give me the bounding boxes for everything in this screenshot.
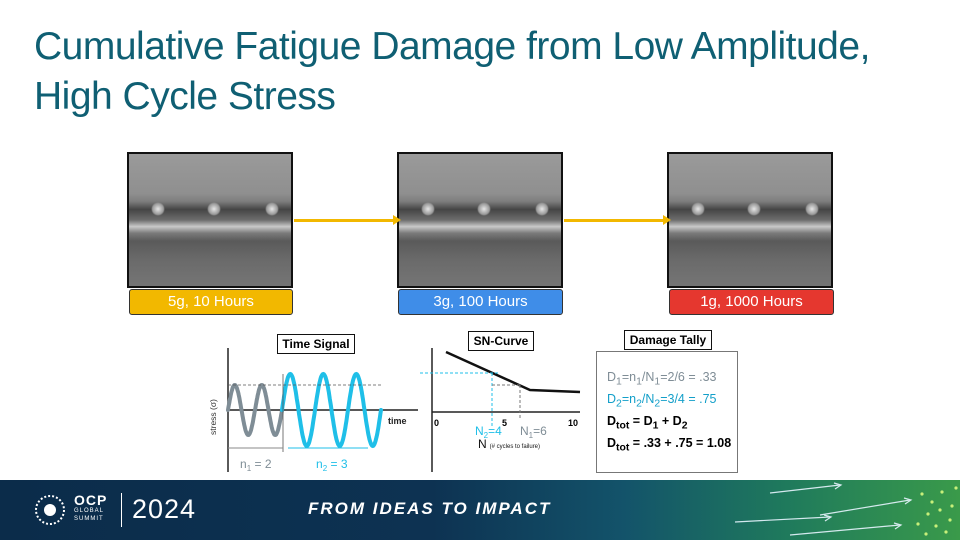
footer-divider	[121, 493, 122, 527]
n1-label: n1 = 2	[240, 457, 272, 473]
sn-tick-10: 10	[568, 418, 578, 428]
time-signal-plot: stress (σ) time n1 = 2 n2 = 3	[208, 348, 418, 473]
sn-tick-5: 5	[502, 418, 507, 428]
ocp-logo-icon	[35, 495, 65, 525]
d2-equation: D2=n2/N2=3/4 = .75	[607, 392, 717, 410]
n2-label: n2 = 3	[316, 457, 348, 473]
n-axis-label: N (# cycles to failure)	[478, 437, 540, 451]
stage-photo-3	[667, 152, 833, 288]
sn-curve-label: SN-Curve	[468, 331, 534, 351]
d1-equation: D1=n1/N1=2/6 = .33	[607, 370, 717, 388]
progress-arrow-2	[564, 215, 671, 225]
stage-photo-1	[127, 152, 293, 288]
n2-failure-label: N2=4	[475, 424, 502, 440]
brand-word: OCP	[74, 492, 108, 508]
stage-label-2: 3g, 100 Hours	[398, 289, 563, 315]
damage-tally-label: Damage Tally	[624, 330, 712, 350]
sn-tick-0: 0	[434, 418, 439, 428]
stage-photo-2	[397, 152, 563, 288]
n1-failure-label: N1=6	[520, 424, 547, 440]
progress-arrow-1	[294, 215, 401, 225]
stage-label-1: 5g, 10 Hours	[129, 289, 293, 315]
stage-label-3: 1g, 1000 Hours	[669, 289, 834, 315]
brand-line-2: GLOBAL	[74, 508, 105, 514]
sn-curve-line	[445, 350, 581, 394]
slide-title: Cumulative Fatigue Damage from Low Ampli…	[34, 22, 934, 122]
arrow-streaks-decoration	[734, 482, 958, 536]
low-amplitude-wave	[226, 382, 284, 438]
event-year: 2024	[132, 494, 197, 524]
sn-curve-plot: 0 5 10 N2=4 N1=6 N (# cycles to failure)	[420, 348, 581, 472]
footer-banner: OCP GLOBAL SUMMIT 2024 FROM IDEAS TO IMP…	[0, 480, 960, 540]
event-tagline: FROM IDEAS TO IMPACT	[308, 499, 552, 518]
high-amplitude-wave	[280, 371, 383, 449]
time-signal-label: Time Signal	[277, 334, 355, 354]
damage-tally-box: D1=n1/N1=2/6 = .33 D2=n2/N2=3/4 = .75 Dt…	[596, 351, 738, 473]
brand-line-3: SUMMIT	[74, 516, 104, 522]
dtot-formula: Dtot = D1 + D2	[607, 414, 688, 432]
title-line-2: High Cycle Stress	[34, 75, 336, 118]
stress-axis-label: stress (σ)	[208, 399, 218, 435]
dtot-result: Dtot = .33 + .75 = 1.08	[607, 436, 732, 454]
time-axis-label: time	[388, 416, 407, 426]
title-line-1: Cumulative Fatigue Damage from Low Ampli…	[34, 25, 870, 68]
